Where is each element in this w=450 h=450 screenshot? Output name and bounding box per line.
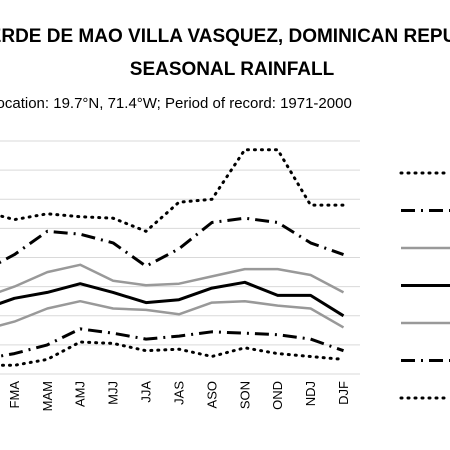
x-tick-label: AMJ <box>73 381 88 407</box>
grid-lines <box>0 140 360 375</box>
x-tick-label: JJA <box>139 381 154 403</box>
plot-area <box>0 148 345 367</box>
x-tick-label: FMA <box>7 381 22 409</box>
series-line-4 <box>0 280 345 318</box>
x-axis-ticks: JFMFMAMAMAMJMJJJJAJASASOSONONDNDJDJF <box>7 381 351 412</box>
x-tick-label: JAS <box>172 381 187 405</box>
legend <box>399 171 450 400</box>
x-tick-label: OND <box>270 381 285 410</box>
chart-subtitle: Location: 19.7°N, 71.4°W; Period of reco… <box>0 95 352 112</box>
series-line-1 <box>0 148 345 233</box>
series-line-2 <box>0 216 345 268</box>
chart-title-line1: PALO VERDE DE MAO VILLA VASQUEZ, DOMINIC… <box>0 26 450 47</box>
series-line-6 <box>0 327 344 358</box>
x-tick-label: NDJ <box>303 381 318 406</box>
chart-title-line2: SEASONAL RAINFALL <box>130 59 335 80</box>
x-tick-label: MAM <box>40 381 55 411</box>
x-tick-label: ASO <box>204 381 219 408</box>
series-line-3 <box>0 263 345 294</box>
series-line-5 <box>0 299 345 329</box>
x-tick-label: MJJ <box>106 381 121 405</box>
series-line-7 <box>0 340 345 367</box>
x-tick-label: SON <box>237 381 252 409</box>
x-tick-label: DJF <box>336 381 351 405</box>
